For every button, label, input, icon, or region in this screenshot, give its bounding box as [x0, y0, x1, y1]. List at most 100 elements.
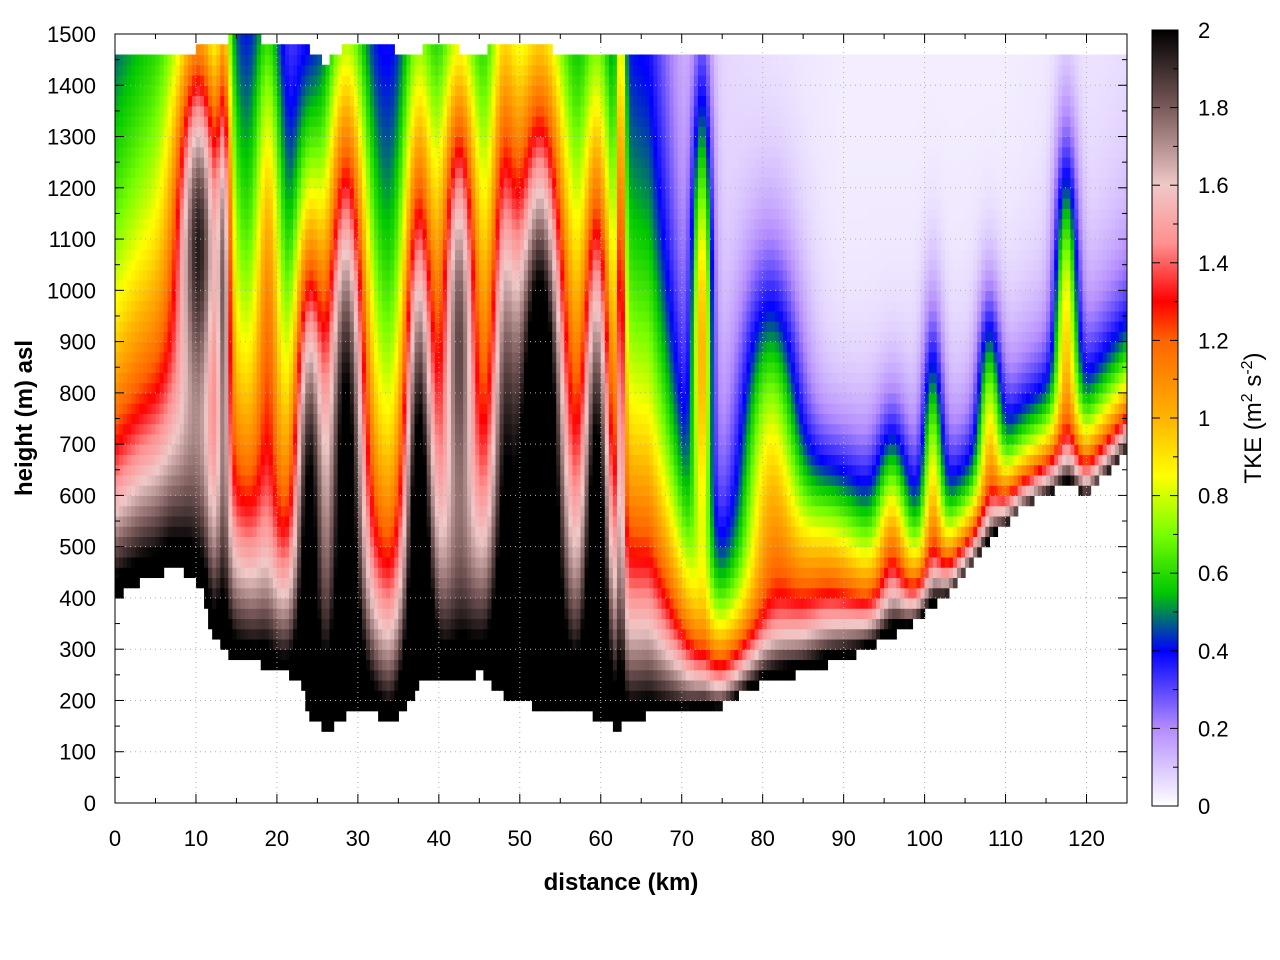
- heat-cell: [135, 136, 140, 148]
- heat-cell: [345, 167, 351, 179]
- heat-cell: [426, 64, 432, 76]
- heat-cell: [276, 515, 282, 527]
- heat-cell: [430, 474, 436, 486]
- heat-cell: [264, 567, 270, 579]
- heat-cell: [434, 136, 440, 148]
- heat-cell: [305, 423, 310, 435]
- heat-cell: [143, 413, 148, 425]
- heat-cell: [276, 362, 282, 373]
- heat-cell: [135, 392, 140, 404]
- heat-cell: [301, 228, 306, 240]
- heat-cell: [228, 310, 233, 322]
- heat-cell: [442, 321, 448, 332]
- heat-cell: [127, 116, 132, 127]
- heat-cell: [313, 85, 318, 97]
- heat-cell: [147, 351, 153, 363]
- heat-cell: [321, 618, 327, 630]
- heat-cell: [402, 300, 408, 312]
- heat-cell: [147, 382, 153, 394]
- heat-cell: [321, 608, 327, 620]
- heat-cell: [394, 310, 399, 322]
- heat-cell: [293, 536, 298, 548]
- heat-cell: [289, 669, 294, 681]
- heat-cell: [216, 208, 221, 220]
- heat-cell: [248, 280, 254, 291]
- heat-cell: [333, 331, 339, 343]
- heat-cell: [131, 54, 136, 66]
- heat-cell: [151, 474, 157, 486]
- heat-cell: [147, 177, 153, 189]
- heat-cell: [301, 515, 306, 527]
- heat-cell: [123, 136, 128, 148]
- heat-cell: [390, 474, 395, 486]
- heat-cell: [228, 526, 233, 538]
- heat-cell: [390, 536, 395, 548]
- heat-cell: [212, 495, 217, 507]
- heat-cell: [171, 515, 177, 527]
- heat-cell: [244, 85, 250, 97]
- heat-cell: [167, 136, 173, 148]
- heat-cell: [228, 228, 233, 240]
- heat-cell: [341, 669, 347, 681]
- heat-cell: [349, 249, 355, 261]
- heat-cell: [268, 44, 274, 56]
- heat-cell: [200, 474, 205, 486]
- heat-cell: [382, 85, 387, 97]
- heat-cell: [280, 310, 286, 322]
- heat-cell: [434, 259, 440, 271]
- heat-cell: [374, 126, 379, 138]
- heat-cell: [394, 700, 399, 712]
- heat-cell: [280, 485, 286, 496]
- heat-cell: [370, 85, 375, 97]
- heat-cell: [386, 495, 391, 507]
- heat-cell: [378, 218, 383, 230]
- heat-cell: [378, 485, 383, 496]
- heat-cell: [115, 146, 120, 158]
- heat-cell: [155, 474, 161, 486]
- heat-cell: [289, 372, 294, 384]
- heat-cell: [224, 75, 229, 86]
- heat-cell: [386, 300, 391, 312]
- heat-cell: [446, 485, 452, 496]
- heat-cell: [333, 567, 339, 579]
- heat-cell: [406, 556, 412, 568]
- heat-cell: [195, 567, 201, 579]
- heat-cell: [167, 105, 173, 117]
- heat-cell: [414, 413, 420, 425]
- heat-cell: [123, 505, 128, 517]
- heat-cell: [398, 290, 404, 302]
- heat-cell: [422, 638, 428, 650]
- heat-cell: [179, 177, 185, 189]
- heat-cell: [438, 249, 444, 261]
- heat-cell: [224, 259, 229, 271]
- heat-cell: [127, 536, 132, 548]
- heat-cell: [386, 403, 391, 414]
- heat-cell: [378, 444, 383, 455]
- heat-cell: [317, 690, 323, 702]
- heat-cell: [446, 290, 452, 302]
- heat-cell: [195, 444, 201, 455]
- heat-cell: [171, 474, 177, 486]
- heat-cell: [414, 75, 420, 86]
- heat-cell: [325, 720, 331, 732]
- heat-cell: [220, 187, 225, 199]
- heat-cell: [268, 280, 274, 291]
- heat-cell: [402, 85, 408, 97]
- heat-cell: [365, 382, 371, 394]
- heat-cell: [139, 454, 144, 466]
- heat-cell: [240, 75, 246, 86]
- heat-cell: [418, 423, 424, 435]
- heat-cell: [378, 403, 383, 414]
- heat-cell: [276, 126, 282, 138]
- heat-cell: [151, 208, 157, 220]
- heat-cell: [135, 433, 140, 445]
- heat-cell: [361, 495, 367, 507]
- heat-cell: [390, 638, 395, 650]
- heat-cell: [305, 628, 310, 640]
- heat-cell: [167, 536, 173, 548]
- heat-cell: [329, 464, 335, 476]
- heat-cell: [135, 177, 140, 189]
- heat-cell: [410, 382, 416, 394]
- heat-cell: [402, 177, 408, 189]
- heat-cell: [353, 208, 359, 220]
